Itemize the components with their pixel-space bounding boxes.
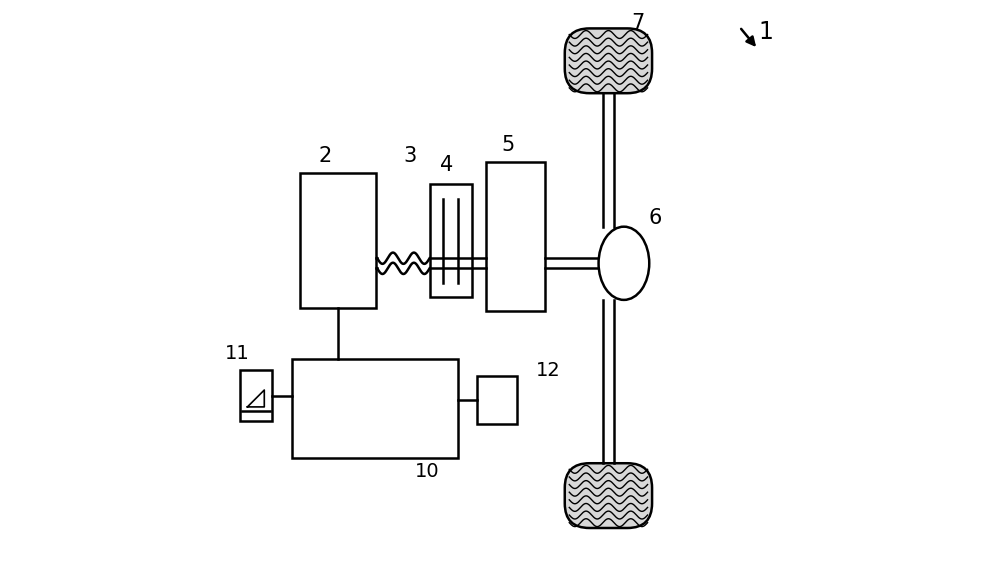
Text: 11: 11 (225, 344, 249, 363)
Text: 3: 3 (403, 146, 417, 166)
Bar (300, 173, 376, 308)
Bar (477, 376, 517, 424)
Text: 1: 1 (758, 20, 773, 44)
Bar (240, 370, 272, 421)
FancyBboxPatch shape (565, 463, 652, 528)
Bar (292, 359, 458, 457)
Text: 12: 12 (535, 361, 560, 380)
Bar (486, 162, 545, 311)
Text: 10: 10 (414, 462, 439, 481)
FancyBboxPatch shape (565, 28, 652, 93)
Bar (430, 185, 472, 297)
Ellipse shape (599, 226, 649, 300)
Text: 6: 6 (648, 208, 662, 228)
Text: 5: 5 (502, 135, 515, 155)
Text: 2: 2 (319, 146, 332, 166)
Text: 4: 4 (440, 155, 453, 175)
Text: 7: 7 (631, 13, 645, 33)
